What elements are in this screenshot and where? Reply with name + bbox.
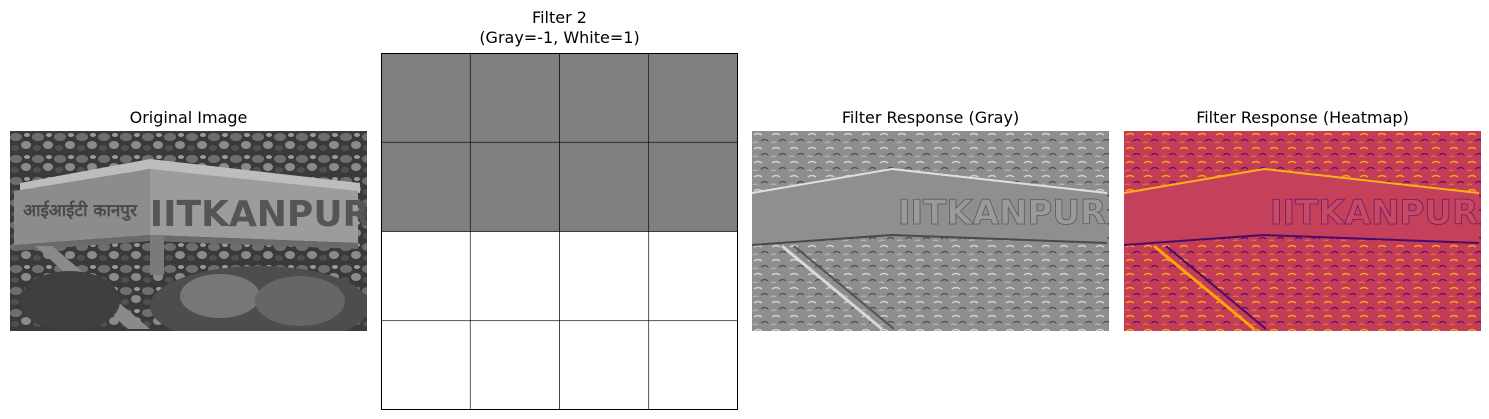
filter-cell-0-2 bbox=[559, 53, 650, 143]
filter-cell-3-2 bbox=[559, 320, 650, 410]
response-heatmap-image: IITKANPUR bbox=[1124, 131, 1481, 331]
response-heatmap-title: Filter Response (Heatmap) bbox=[1196, 108, 1409, 127]
filter-cell-3-0 bbox=[381, 320, 471, 410]
filter-title-line1: Filter 2 bbox=[532, 8, 587, 27]
filter-cell-2-3 bbox=[648, 231, 738, 322]
filter-cell-0-0 bbox=[381, 53, 471, 143]
filter-cell-3-1 bbox=[469, 320, 560, 410]
filter-cell-0-3 bbox=[648, 53, 738, 143]
filter-grid bbox=[381, 53, 738, 410]
filter-cell-1-0 bbox=[381, 141, 471, 232]
filter-cell-2-1 bbox=[469, 231, 560, 322]
original-image: IITKANPUR आईआईटी कानपुर bbox=[10, 131, 367, 331]
filter-cell-1-3 bbox=[648, 141, 738, 232]
filter-title: Filter 2 (Gray=-1, White=1) bbox=[381, 8, 738, 48]
heatmap-sign-text: IITKANPUR bbox=[1270, 193, 1478, 233]
original-photo: IITKANPUR आईआईटी कानपुर bbox=[10, 131, 367, 331]
response-sign-text: IITKANPUR bbox=[898, 193, 1106, 233]
filter-cell-2-0 bbox=[381, 231, 471, 322]
response-gray-image: IITKANPUR bbox=[752, 131, 1109, 331]
filter-cell-1-2 bbox=[559, 141, 650, 232]
filter-title-line2: (Gray=-1, White=1) bbox=[479, 28, 640, 47]
original-image-title: Original Image bbox=[129, 108, 248, 127]
filter-grid-svg bbox=[381, 53, 738, 410]
response-gray-title: Filter Response (Gray) bbox=[841, 108, 1020, 127]
filter-cell-0-1 bbox=[469, 53, 560, 143]
filter-border bbox=[381, 53, 738, 410]
sign-hindi-text: आईआईटी कानपुर bbox=[23, 200, 138, 221]
filter-cell-2-2 bbox=[559, 231, 650, 322]
response-gray-svg: IITKANPUR bbox=[752, 131, 1109, 331]
sign-text: IITKANPUR bbox=[150, 194, 367, 235]
response-heatmap-svg: IITKANPUR bbox=[1124, 131, 1481, 331]
filter-cell-1-1 bbox=[469, 141, 560, 232]
filter-cell-3-3 bbox=[648, 320, 738, 410]
